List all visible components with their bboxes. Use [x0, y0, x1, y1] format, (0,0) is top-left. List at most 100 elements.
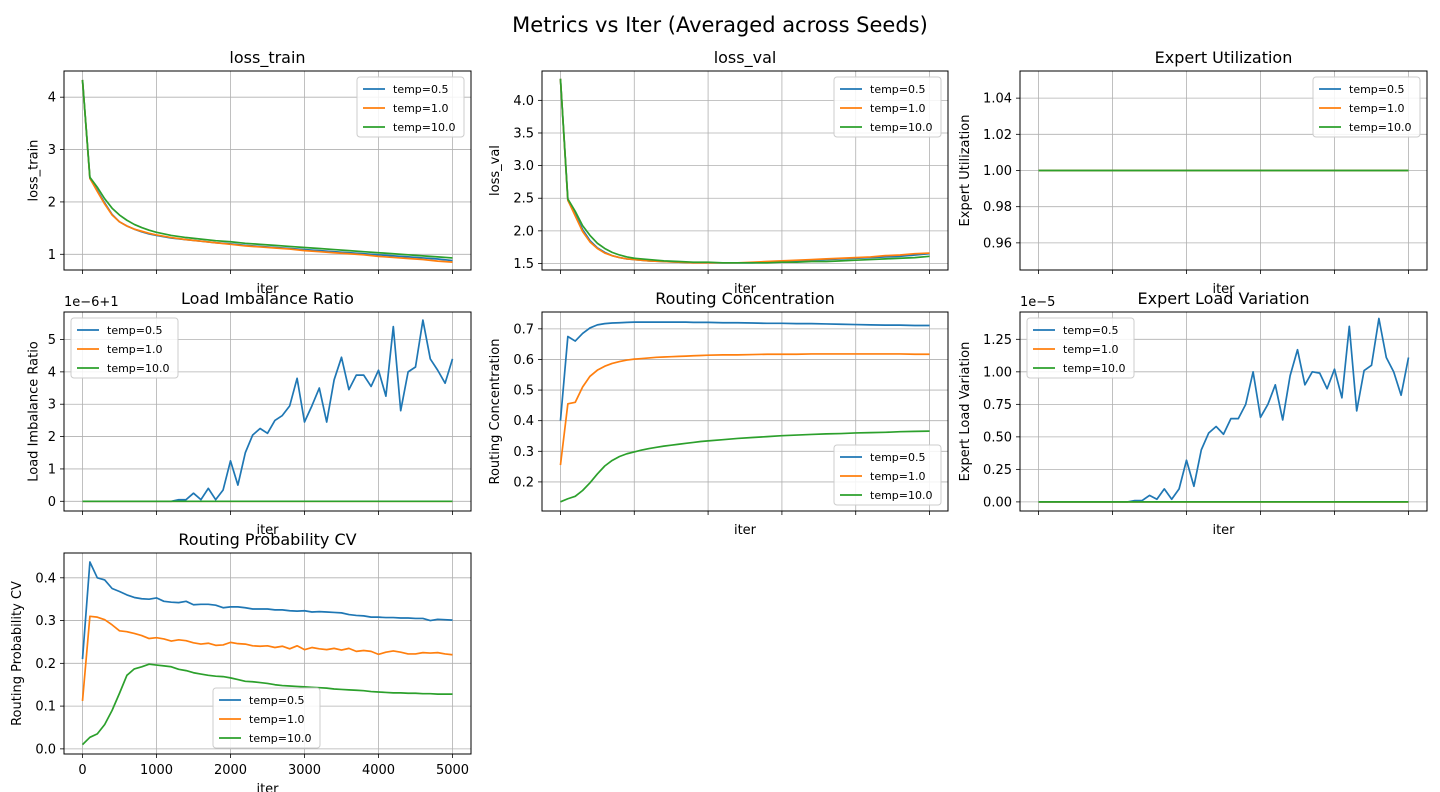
- y-tick-label: 0: [48, 495, 56, 510]
- y-tick-label: 0.3: [513, 445, 534, 460]
- plot-frame: [541, 70, 949, 271]
- x-axis-label: iter: [734, 523, 757, 538]
- x-axis-label: iter: [256, 782, 279, 792]
- series-line-temp-1-0: [559, 353, 930, 466]
- legend-label: temp=10.0: [870, 121, 933, 134]
- x-tick-label: 1000: [140, 763, 173, 778]
- legend: temp=0.5 temp=1.0 temp=10.0: [212, 687, 321, 749]
- panel-loss_train: 1234loss_trainiterloss_traintemp=0.5temp…: [27, 48, 472, 297]
- legend-label: temp=0.5: [107, 324, 163, 337]
- y-axis-label: Expert Load Variation: [958, 342, 973, 482]
- y-tick-label: 0.75: [983, 398, 1012, 413]
- panel-title: Routing Probability CV: [178, 530, 356, 549]
- y-axis-label: Routing Probability CV: [10, 581, 25, 726]
- y-tick-label: 4: [48, 91, 56, 106]
- y-tick-label: 0.00: [983, 495, 1012, 510]
- plot-frame: [63, 552, 472, 755]
- legend-label: temp=1.0: [107, 343, 163, 356]
- x-axis-label: iter: [1212, 523, 1235, 538]
- legend-label: temp=0.5: [870, 451, 926, 464]
- panel-expert_utilization: 0.96 0.98 1.00 1.02 1.04 Expert Utilization it…: [958, 48, 1428, 297]
- panel-loss_val: 1.52.02.53.03.54.0loss_valiterloss_valte…: [488, 48, 949, 297]
- y-tick-label: 3.5: [513, 126, 534, 141]
- y-tick-label: 3: [48, 398, 56, 413]
- axis-offset-label: 1e−5: [1020, 295, 1055, 310]
- y-tick-label: 2.5: [513, 192, 534, 207]
- legend-label: temp=0.5: [1349, 83, 1405, 96]
- series-line-temp-1-0: [81, 79, 453, 263]
- x-tick-label: 3000: [288, 763, 321, 778]
- y-axis-label: Load Imbalance Ratio: [27, 341, 42, 482]
- x-tick-label: 4000: [362, 763, 395, 778]
- panel-title: loss_val: [714, 48, 777, 68]
- legend-box: [356, 76, 465, 138]
- y-tick-label: 0.5: [513, 384, 534, 399]
- legend-label: temp=1.0: [1349, 102, 1405, 115]
- y-tick-label: 2: [48, 195, 56, 210]
- axis-offset-label: 1e−6+1: [64, 295, 119, 310]
- legend: temp=0.5 temp=1.0 temp=10.0: [1312, 76, 1421, 138]
- y-tick-label: 1.25: [983, 333, 1012, 348]
- y-axis-label: Expert Utilization: [958, 115, 973, 227]
- legend-box: [833, 444, 942, 506]
- series-line-temp-0-5: [559, 321, 930, 421]
- panel-expert_load_variation: 0.00 0.25 0.50 0.75 1.00 1.25 Expert Load Vari…: [958, 289, 1428, 538]
- panel-title: Expert Utilization: [1155, 48, 1293, 67]
- x-tick-label: 5000: [436, 763, 469, 778]
- y-axis-label: loss_train: [27, 140, 42, 202]
- y-tick-label: 0.0: [35, 742, 56, 757]
- y-tick-label: 0.50: [983, 430, 1012, 445]
- legend-label: temp=10.0: [1349, 121, 1412, 134]
- legend-box: [212, 687, 321, 749]
- y-tick-label: 3.0: [513, 159, 534, 174]
- y-tick-label: 5: [48, 333, 56, 348]
- legend-label: temp=10.0: [393, 121, 456, 134]
- legend-label: temp=10.0: [249, 732, 312, 745]
- y-tick-label: 0.4: [513, 414, 534, 429]
- y-axis-label: Routing Concentration: [488, 339, 503, 485]
- y-tick-label: 0.4: [35, 571, 56, 586]
- y-tick-label: 4.0: [513, 94, 534, 109]
- series-line-temp-10-0: [81, 663, 453, 746]
- y-tick-label: 0.6: [513, 353, 534, 368]
- legend: temp=0.5 temp=1.0 temp=10.0: [356, 76, 465, 138]
- y-tick-label: 1.00: [983, 365, 1012, 380]
- plot-frame: [63, 70, 472, 271]
- y-tick-label: 1.5: [513, 257, 534, 272]
- legend-box: [833, 76, 942, 138]
- plot-frame: [1019, 70, 1428, 271]
- y-tick-label: 0.98: [983, 200, 1012, 215]
- y-tick-label: 0.96: [983, 236, 1012, 251]
- panel-title: Routing Concentration: [655, 289, 835, 308]
- legend-label: temp=0.5: [249, 694, 305, 707]
- legend-label: temp=1.0: [1063, 343, 1119, 356]
- x-tick-label: 2000: [214, 763, 247, 778]
- y-tick-label: 0.3: [35, 614, 56, 629]
- legend: temp=0.5 temp=1.0 temp=10.0: [1026, 317, 1135, 379]
- panel-title: Load Imbalance Ratio: [181, 289, 354, 308]
- panel-routing_probability_cv: 0 1000 2000 3000 4000 5000 0.0 0.1 0.2 0.3 0.4 Rout…: [10, 530, 472, 792]
- y-tick-label: 4: [48, 365, 56, 380]
- legend: temp=0.5 temp=1.0 temp=10.0: [70, 317, 179, 379]
- legend-box: [1026, 317, 1135, 379]
- y-tick-label: 1: [48, 248, 56, 263]
- plot-frame: [63, 311, 472, 512]
- y-tick-label: 0.1: [35, 700, 56, 715]
- y-tick-label: 3: [48, 143, 56, 158]
- y-tick-label: 2.0: [513, 224, 534, 239]
- legend-label: temp=1.0: [870, 470, 926, 483]
- y-tick-label: 0.2: [513, 475, 534, 490]
- plot-frame: [541, 311, 949, 512]
- figure-title: Metrics vs Iter (Averaged across Seeds): [512, 13, 928, 37]
- legend: temp=0.5 temp=1.0 temp=10.0: [833, 76, 942, 138]
- y-tick-label: 2: [48, 430, 56, 445]
- y-axis-label: loss_val: [488, 145, 503, 196]
- y-tick-label: 0.7: [513, 322, 534, 337]
- x-tick-label: 0: [78, 763, 86, 778]
- series-line-temp-10-0: [560, 430, 930, 503]
- series-line-temp-10-0: [559, 78, 930, 264]
- legend-label: temp=10.0: [870, 489, 933, 502]
- y-tick-label: 0.2: [35, 657, 56, 672]
- legend-label: temp=10.0: [1063, 362, 1126, 375]
